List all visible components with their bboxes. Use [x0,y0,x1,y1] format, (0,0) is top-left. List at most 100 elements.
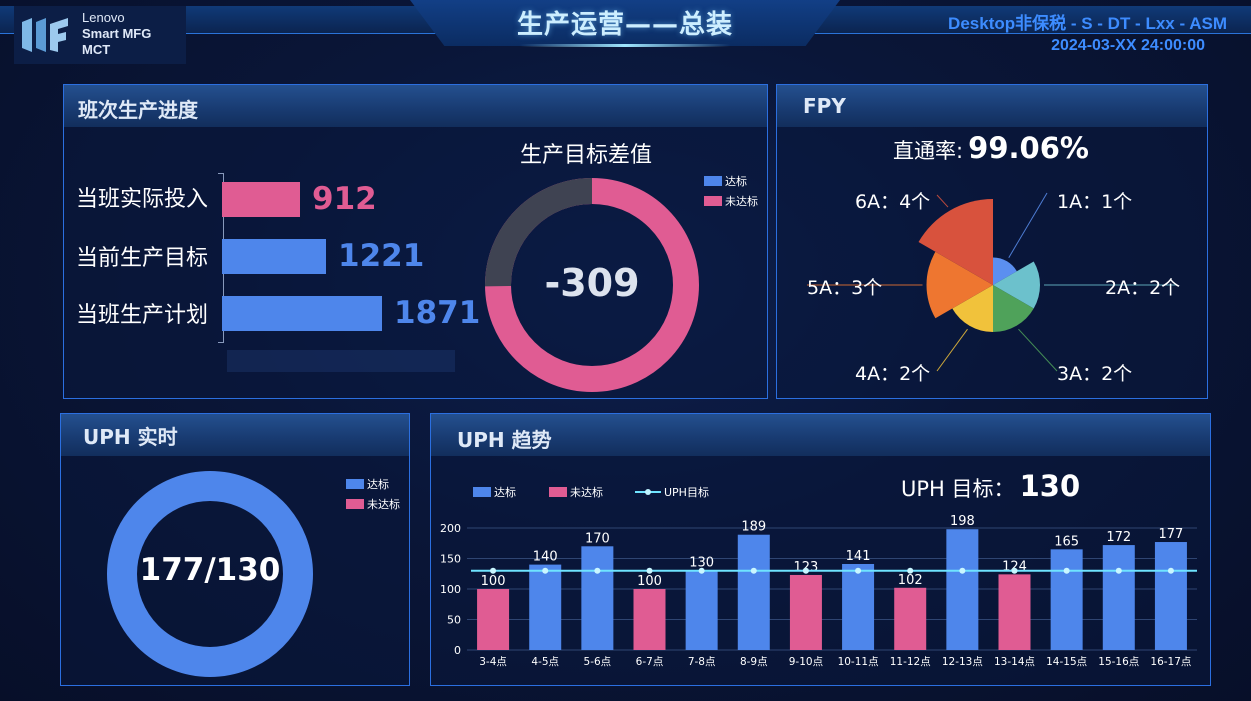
x-tick-label: 3-4点 [479,656,507,668]
progress-value-target: 1221 [338,238,425,274]
uph-bar-value: 172 [1106,530,1131,545]
logo-line-1: Lenovo [82,10,125,25]
uph-target-point [698,567,705,574]
uph-bar [1154,542,1187,650]
system-name: Desktop非保税 - S - DT - Lxx - ASM [948,14,1227,33]
x-tick-label: 6-7点 [636,656,664,668]
x-tick-label: 5-6点 [584,656,612,668]
uph-bar [633,589,666,650]
uph-target-point [802,567,809,574]
logo-line-3: MCT [82,42,111,57]
uph-realtime-donut [107,471,313,677]
panel-title: UPH 趋势 [457,428,552,452]
panel-header: UPH 实时 [61,414,409,456]
x-tick-label: 7-8点 [688,656,716,668]
panel-title: 班次生产进度 [78,98,198,122]
header: Lenovo Smart MFG MCT 生产运营——总装 Desktop非保税… [0,0,1251,68]
logo-icon [22,18,68,52]
fpy-slice-1a [993,257,1017,285]
uph-bar [581,546,614,650]
legend-swatch-blue [473,487,491,497]
uph-bar-value: 198 [950,514,975,529]
logo-line-2: Smart MFG [82,26,152,41]
uph-bar-value: 165 [1054,534,1079,549]
uph-bar-value: 177 [1159,527,1184,542]
y-tick-label: 50 [447,614,461,627]
panel-header: UPH 趋势 [431,414,1210,456]
fpy-label-1a: 1A：1个 [1057,191,1133,213]
legend-swatch-pink [549,487,567,497]
target-gap-title: 生产目标差值 [520,143,653,168]
legend-label: UPH目标 [664,486,709,499]
x-tick-label: 14-15点 [1046,656,1087,668]
uph-target-point [1063,567,1070,574]
y-tick-label: 100 [440,583,461,596]
legend-missed: 未达标 [549,484,603,500]
uph-target-point [542,567,549,574]
legend-reached: 达标 [346,476,389,492]
uph-trend-panel: UPH 趋势 达标 未达标 UPH目标 UPH 目标： 130 0 50 100 15… [430,413,1211,686]
legend-missed: 未达标 [704,193,758,209]
legend-label: 达标 [725,175,747,188]
legend-label: 未达标 [570,486,603,499]
x-tick-label: 4-5点 [531,656,559,668]
legend-label: 达标 [367,478,389,491]
uph-trend-chart: 0 50 100 150 200 100 3-4点 140 4-5点 170 5-6点 100 6-7点… [440,514,1197,668]
panel-title: UPH 实时 [83,425,178,449]
fpy-rate-label: 直通率: [893,139,964,163]
x-tick-label: 9-10点 [789,656,823,668]
fpy-label-5a: 5A：3个 [807,277,883,299]
legend-swatch-blue [704,176,722,186]
legend-label: 未达标 [367,498,400,511]
progress-value-plan: 1871 [394,295,481,331]
uph-bar [685,570,718,650]
x-tick-label: 16-17点 [1150,656,1191,668]
fpy-rate: 直通率: 99.06% [893,131,1089,165]
uph-target-point [1167,567,1174,574]
fpy-label-2a: 2A：2个 [1105,277,1181,299]
uph-target-point [907,567,914,574]
x-tick-label: 15-16点 [1098,656,1139,668]
legend-line-icon [635,489,661,495]
fpy-label-6a: 6A：4个 [855,191,931,213]
uph-bar-value: 100 [637,574,662,589]
x-tick-label: 11-12点 [890,656,931,668]
legend-reached: 达标 [473,484,516,500]
uph-target-label: UPH 目标： [901,477,1015,501]
fpy-slice-5a [926,251,993,319]
uph-target-point [646,567,653,574]
uph-bar-value: 170 [585,531,610,546]
y-tick-label: 150 [440,553,461,566]
uph-target: UPH 目标： 130 [901,469,1080,503]
legend-swatch-pink [704,196,722,206]
uph-target-value: 130 [1019,469,1081,503]
progress-bar-actual [222,182,300,217]
target-gap-value: -309 [544,261,640,305]
fpy-label-4a: 4A：2个 [855,363,931,385]
target-gap-donut [485,178,699,392]
uph-target-point [750,567,757,574]
donut-ring-reached [107,471,313,677]
fpy-rate-value: 99.06% [968,131,1089,165]
header-title-plate [410,0,840,46]
progress-panel: 班次生产进度 当班实际投入 当前生产目标 当班生产计划 912 1221 187… [63,84,768,399]
page-title: 生产运营——总装 [516,10,733,40]
y-tick-label: 200 [440,522,461,535]
legend-swatch-pink [346,499,364,509]
uph-bar-value: 102 [898,573,923,588]
y-tick-label: 0 [454,644,461,657]
x-tick-label: 13-14点 [994,656,1035,668]
uph-bar [789,574,822,650]
header-glow-line [520,44,730,47]
legend-swatch-blue [346,479,364,489]
fpy-leader-line [1008,192,1048,258]
uph-bar-value: 140 [533,550,558,565]
fpy-leader-line [936,194,949,208]
panel-title: FPY [803,94,846,118]
datetime: 2024-03-XX 24:00:00 [1051,37,1205,54]
uph-bar [998,574,1031,650]
uph-target-point [959,567,966,574]
uph-bar [1102,545,1135,650]
uph-bar [737,534,770,650]
x-tick-label: 10-11点 [838,656,879,668]
